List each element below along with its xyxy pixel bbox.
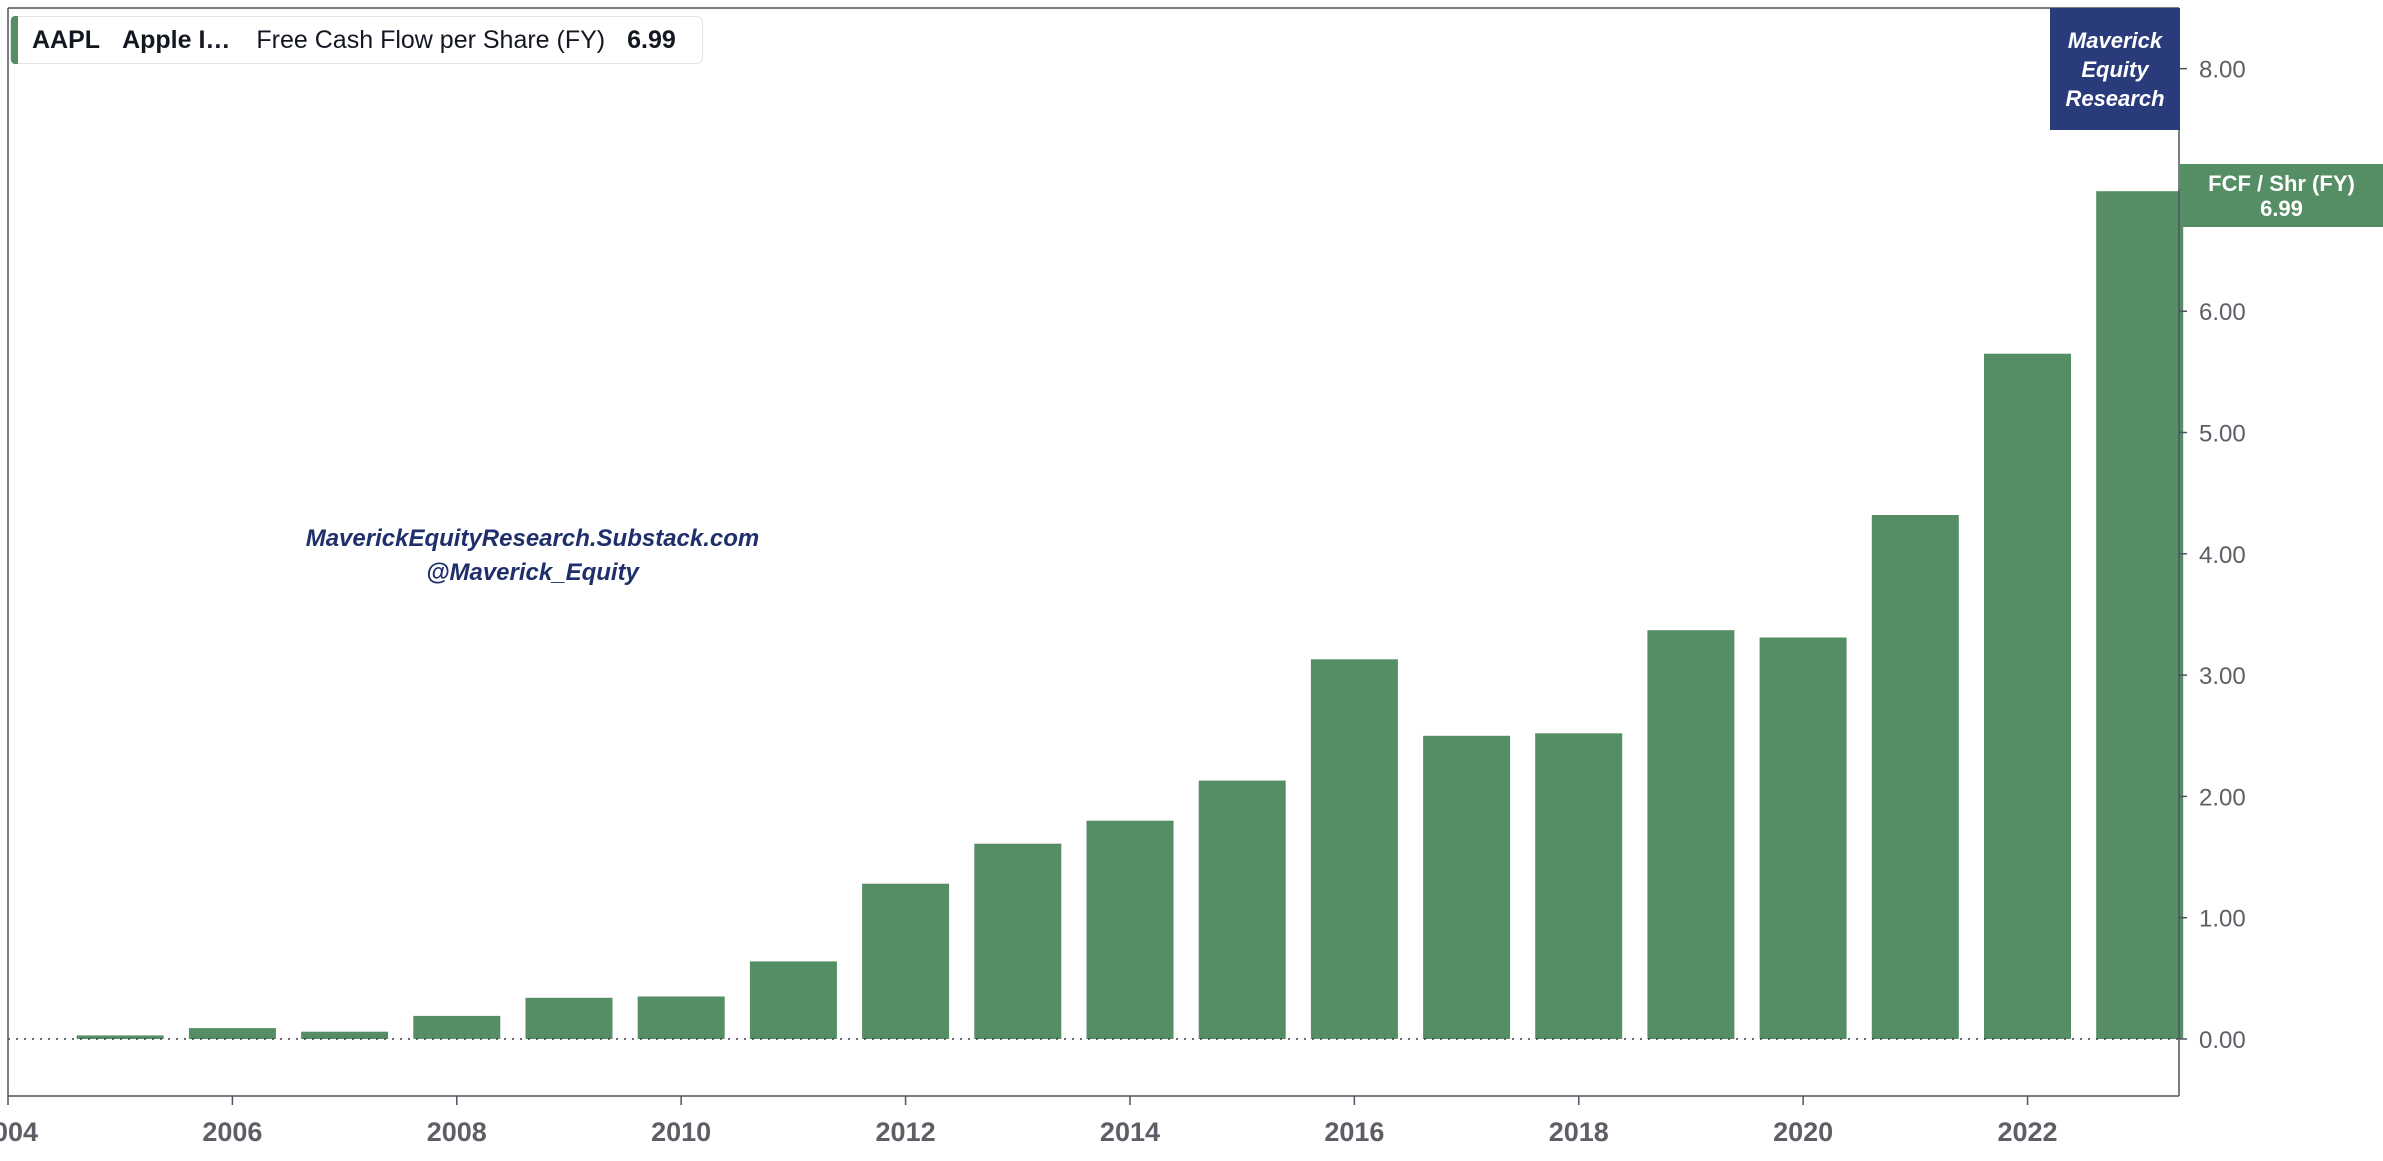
bar-2018 xyxy=(1535,733,1623,1039)
y-tick-label-0: 0.00 xyxy=(2199,1027,2246,1054)
bar-2014 xyxy=(1086,820,1174,1039)
bar-2006 xyxy=(188,1028,276,1039)
x-tick-label-8: 2020 xyxy=(1773,1117,1833,1147)
watermark: MaverickEquityResearch.Substack.com @Mav… xyxy=(240,522,825,590)
watermark-url: MaverickEquityResearch.Substack.com xyxy=(305,525,760,552)
x-tick-label-0: 2004 xyxy=(0,1117,38,1147)
y-tick-label-5: 5.00 xyxy=(2199,421,2246,448)
y-tick-label-2: 2.00 xyxy=(2199,784,2246,811)
legend-ticker: AAPL xyxy=(32,25,101,54)
x-tick-label-3: 2010 xyxy=(651,1117,711,1147)
y-tick-label-1: 1.00 xyxy=(2199,906,2246,933)
logo-line-3: Research xyxy=(2065,85,2165,111)
bar-2017 xyxy=(1423,735,1511,1039)
last-value-tag: FCF / Shr (FY) 6.99 xyxy=(2180,164,2383,227)
legend-company: Apple I… xyxy=(122,25,231,54)
bar-2010 xyxy=(637,996,725,1039)
x-tick-label-6: 2016 xyxy=(1324,1117,1384,1147)
bar-2011 xyxy=(749,961,837,1039)
x-tick-label-9: 2022 xyxy=(1997,1117,2057,1147)
y-tick-label-6: 6.00 xyxy=(2199,299,2246,326)
bar-2013 xyxy=(974,843,1062,1039)
bar-2015 xyxy=(1198,780,1286,1039)
bar-2020 xyxy=(1759,637,1847,1039)
bars-layer xyxy=(76,191,2184,1039)
y-tick-label-4: 4.00 xyxy=(2199,542,2246,569)
bar-2007 xyxy=(301,1031,389,1039)
logo-line-2: Equity xyxy=(2081,56,2149,82)
bar-2008 xyxy=(413,1015,501,1039)
bar-2005 xyxy=(76,1035,164,1039)
legend-metric: Free Cash Flow per Share (FY) xyxy=(256,25,606,54)
watermark-handle: @Maverick_Equity xyxy=(426,559,639,586)
series-color-marker xyxy=(11,16,18,64)
y-tick-label-8: 8.00 xyxy=(2199,57,2246,84)
last-value-number: 6.99 xyxy=(2260,195,2303,221)
x-tick-label-1: 2006 xyxy=(202,1117,262,1147)
x-tick-label-5: 2014 xyxy=(1100,1117,1160,1147)
x-tick-label-4: 2012 xyxy=(876,1117,936,1147)
bar-2019 xyxy=(1647,630,1735,1039)
legend[interactable]: AAPL Apple I… Free Cash Flow per Share (… xyxy=(10,16,703,64)
bar-2022 xyxy=(1984,353,2071,1039)
y-tick-label-3: 3.00 xyxy=(2199,663,2246,690)
legend-value: 6.99 xyxy=(627,25,676,54)
logo: Maverick Equity Research xyxy=(2050,8,2180,130)
x-tick-label-7: 2018 xyxy=(1549,1117,1609,1147)
bar-2016 xyxy=(1310,659,1398,1039)
logo-line-1: Maverick xyxy=(2067,27,2163,53)
bar-2021 xyxy=(1871,515,1959,1039)
bar-2023 xyxy=(2096,191,2184,1039)
x-tick-label-2: 2008 xyxy=(427,1117,487,1147)
bar-2012 xyxy=(862,883,950,1039)
last-value-label: FCF / Shr (FY) xyxy=(2208,170,2355,196)
bar-2009 xyxy=(525,997,613,1039)
